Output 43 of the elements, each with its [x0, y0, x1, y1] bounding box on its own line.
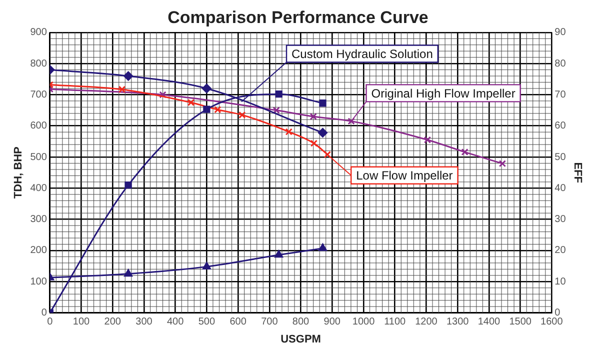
x-tick-label: 200 [104, 316, 122, 328]
y2-tick-label: 80 [554, 58, 566, 70]
x-axis-title: USGPM [280, 333, 321, 346]
y2-tick-label: 30 [554, 214, 566, 226]
y-tick-label: 300 [30, 214, 48, 226]
x-tick-label: 800 [292, 316, 310, 328]
y2-tick-label: 90 [554, 27, 566, 38]
chart-title: Comparison Performance Curve [168, 8, 428, 27]
y-tick-label: 700 [30, 89, 48, 100]
x-tick-label: 600 [230, 316, 247, 328]
x-tick-label: 1200 [415, 316, 438, 328]
x-tick-label: 300 [136, 316, 153, 328]
text: Custom Hydraulic Solution [292, 47, 433, 62]
y-tick-label: 200 [30, 245, 48, 256]
x-tick-label: 1500 [509, 316, 532, 328]
y2-axis-title: EFF [571, 162, 584, 184]
x-tick-label: 100 [72, 316, 90, 328]
x-tick-label: 1300 [446, 316, 470, 328]
x-tick-label: 1100 [384, 316, 406, 328]
y2-tick-label: 70 [554, 89, 566, 100]
y2-tick-label: 40 [554, 182, 566, 194]
y-tick-label: 800 [30, 58, 48, 70]
y-tick-label: 0 [41, 308, 48, 319]
y-tick-label: 100 [30, 276, 48, 288]
y2-tick-label: 20 [554, 245, 566, 256]
y-axis-title: TDH, BHP [12, 146, 25, 199]
x-tick-label: 1600 [540, 316, 564, 328]
x-tick-label: 400 [166, 316, 184, 328]
x-tick-label: 500 [198, 316, 216, 328]
y2-tick-label: 50 [554, 152, 566, 163]
text: Original High Flow Impeller [371, 86, 516, 101]
x-tick-label: 900 [324, 316, 341, 328]
y-tick-label: 600 [30, 120, 48, 132]
x-tick-label: 1400 [478, 316, 501, 328]
y-tick-label: 900 [30, 27, 48, 38]
y2-tick-label: 0 [554, 308, 561, 319]
y-tick-label: 400 [30, 182, 48, 194]
x-tick-label: 700 [261, 316, 278, 328]
y2-tick-label: 10 [554, 276, 566, 288]
y-tick-label: 500 [30, 152, 48, 163]
text: Low Flow Impeller [356, 168, 453, 183]
x-tick-label: 1000 [352, 316, 376, 328]
y2-tick-label: 60 [554, 120, 566, 132]
